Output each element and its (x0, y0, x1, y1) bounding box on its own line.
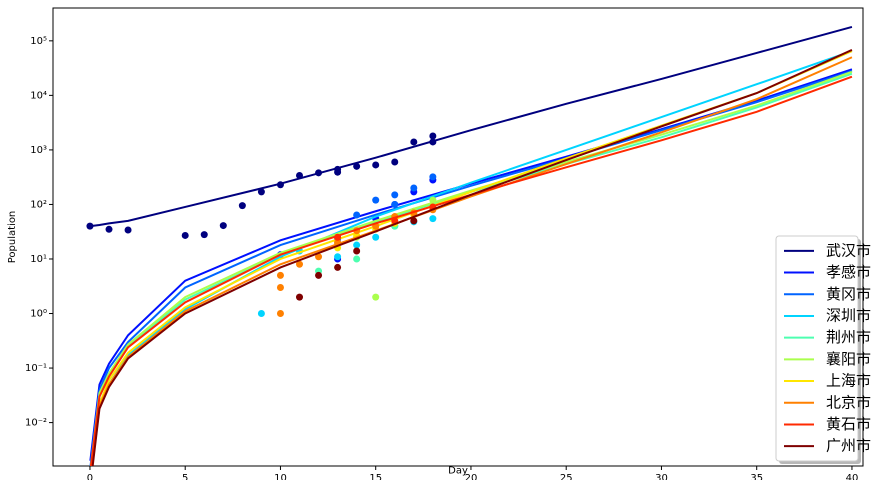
y-tick-label: 10² (30, 199, 47, 210)
series-line (90, 25, 853, 228)
data-point (86, 222, 94, 230)
data-point (238, 202, 246, 210)
x-axis-label: Day (448, 465, 468, 476)
x-tick-label: 10 (274, 473, 287, 480)
data-point (429, 138, 437, 146)
series-line (89, 70, 853, 466)
data-point (315, 253, 323, 261)
series-line (91, 49, 853, 466)
data-point (353, 241, 361, 249)
data-point (257, 188, 265, 196)
data-point (257, 310, 265, 318)
data-point (296, 293, 304, 301)
data-point (200, 231, 208, 239)
legend-label: 黄石市 (826, 415, 871, 433)
data-point (429, 173, 437, 181)
legend-label: 深圳市 (826, 306, 871, 324)
x-tick-label: 35 (750, 473, 763, 480)
data-point (315, 271, 323, 279)
y-tick-label: 10⁻² (25, 418, 47, 429)
legend-label: 上海市 (826, 372, 871, 390)
legend-label: 黄冈市 (826, 285, 871, 303)
legend-label: 孝感市 (826, 263, 871, 281)
plot-area (52, 7, 864, 467)
data-point (429, 215, 437, 223)
data-point (276, 181, 284, 189)
x-tick-label: 30 (655, 473, 668, 480)
data-point (353, 162, 361, 170)
x-tick-label: 5 (182, 473, 188, 480)
data-point (181, 231, 189, 239)
data-point (372, 196, 380, 204)
data-point (219, 222, 227, 230)
data-point (334, 168, 342, 176)
data-point (391, 200, 399, 208)
x-tick-label: 40 (846, 473, 859, 480)
data-point (410, 184, 418, 192)
data-point (276, 310, 284, 318)
y-tick-label: 10³ (30, 145, 47, 156)
data-point (410, 217, 418, 225)
legend-label: 武汉市 (826, 241, 871, 259)
y-tick-label: 10⁵ (30, 36, 47, 47)
legend-label: 北京市 (826, 393, 871, 411)
legend-box (775, 235, 859, 462)
x-tick-label: 0 (87, 473, 93, 480)
legend-label: 襄阳市 (826, 350, 871, 368)
x-tick-label: 20 (465, 473, 478, 480)
data-point (276, 271, 284, 279)
y-tick-label: 10⁰ (30, 309, 47, 320)
data-point (429, 196, 437, 204)
legend-label: 广州市 (826, 437, 871, 455)
data-point (372, 293, 380, 301)
data-point (391, 191, 399, 199)
y-tick-label: 10¹ (30, 254, 47, 265)
series-line (91, 56, 853, 466)
series-line (89, 68, 853, 461)
data-point (391, 158, 399, 166)
x-tick-label: 25 (560, 473, 573, 480)
data-point (296, 171, 304, 179)
data-point (315, 169, 323, 177)
data-point (372, 233, 380, 241)
data-point (334, 263, 342, 271)
data-point (410, 138, 418, 146)
data-point (353, 247, 361, 255)
data-point (124, 226, 132, 234)
series-line (89, 70, 853, 466)
data-point (353, 211, 361, 219)
data-point (296, 260, 304, 268)
data-point (334, 253, 342, 261)
data-point (276, 283, 284, 291)
y-tick-label: 10⁴ (30, 90, 47, 101)
plot-content (86, 25, 853, 466)
data-point (334, 233, 342, 241)
y-axis-label: Population (7, 211, 18, 264)
data-point (353, 255, 361, 263)
data-point (429, 132, 437, 140)
y-tick-label: 10⁻¹ (25, 363, 47, 374)
legend-label: 荆州市 (826, 328, 871, 346)
data-point (372, 161, 380, 169)
data-point (105, 225, 113, 233)
series-line (89, 75, 853, 466)
x-tick-label: 15 (369, 473, 382, 480)
